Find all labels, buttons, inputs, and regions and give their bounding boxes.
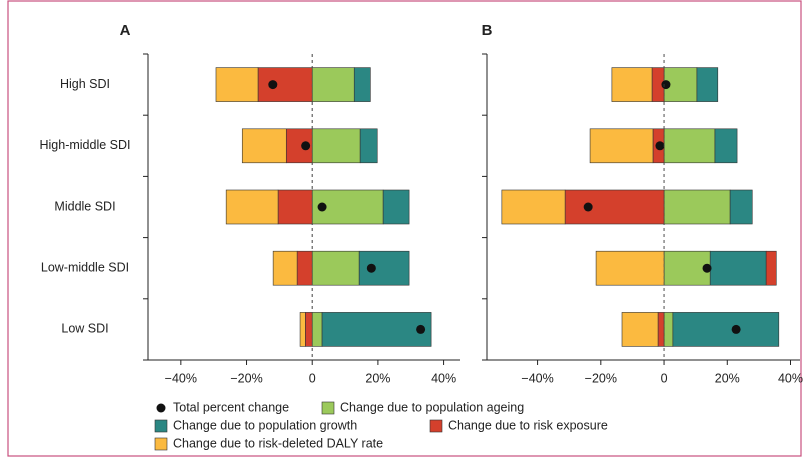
bar-segment: [305, 312, 313, 347]
total-dot: [416, 324, 426, 334]
bar-segment: [296, 250, 313, 286]
bar-segment: [277, 189, 313, 225]
legend-label: Change due to population growth: [173, 418, 357, 432]
bar-segment: [663, 250, 711, 286]
bar-segment: [657, 312, 665, 347]
bar-segment: [663, 128, 716, 164]
total-dot: [366, 263, 376, 273]
bar-segment: [611, 67, 653, 102]
legend-swatch: [154, 419, 168, 433]
legend-dot: [156, 403, 166, 413]
x-tick-label: 40%: [778, 371, 803, 385]
legend-label: Change due to population ageing: [340, 400, 524, 414]
category-label: Low-middle SDI: [41, 260, 129, 274]
legend-label: Change due to risk-deleted DALY rate: [173, 436, 383, 450]
bar-segment: [311, 67, 355, 102]
panel-title: A: [120, 22, 131, 39]
bar-segment: [696, 67, 719, 102]
bar-segment: [272, 250, 298, 286]
bar-segment: [729, 189, 753, 225]
bar-segment: [215, 67, 259, 102]
bar-segment: [311, 250, 360, 286]
bar-segment: [382, 189, 410, 225]
bar-segment: [358, 250, 410, 286]
legend-swatch: [429, 419, 443, 433]
category-label: High-middle SDI: [39, 138, 130, 152]
x-tick-label: −40%: [165, 371, 197, 385]
bar-segment: [765, 250, 777, 286]
bar-segment: [589, 128, 654, 164]
total-dot: [702, 263, 712, 273]
bar-segment: [663, 189, 731, 225]
category-label: Low SDI: [61, 322, 108, 336]
bar-segment: [709, 250, 767, 286]
legend-swatch: [154, 437, 168, 451]
x-tick-label: 40%: [431, 371, 456, 385]
x-tick-label: 0: [661, 371, 668, 385]
frame: [7, 0, 802, 457]
bar-segment: [359, 128, 378, 164]
bar-segment: [241, 128, 287, 164]
bar-segment: [663, 312, 674, 347]
legend-label: Total percent change: [173, 400, 289, 414]
bar-segment: [621, 312, 659, 347]
x-tick-label: 20%: [715, 371, 740, 385]
total-dot: [583, 202, 593, 212]
x-tick-label: −20%: [230, 371, 262, 385]
x-tick-label: −20%: [585, 371, 617, 385]
x-tick-label: 20%: [365, 371, 390, 385]
bar-segment: [225, 189, 279, 225]
bar-segment: [714, 128, 738, 164]
bar-segment: [321, 312, 432, 347]
bar-segment: [299, 312, 306, 347]
legend-label: Change due to risk exposure: [448, 418, 608, 432]
total-dot: [268, 80, 278, 90]
legend-swatch: [321, 401, 335, 415]
bar-segment: [595, 250, 665, 286]
bar-segment: [311, 128, 361, 164]
bar-segment: [311, 312, 323, 347]
x-tick-label: 0: [309, 371, 316, 385]
total-dot: [317, 202, 327, 212]
total-dot: [655, 141, 665, 151]
total-dot: [731, 324, 741, 334]
x-tick-label: −40%: [521, 371, 553, 385]
category-label: High SDI: [60, 77, 110, 91]
bar-segment: [672, 312, 780, 347]
bar-segment: [257, 67, 313, 102]
bar-segment: [353, 67, 371, 102]
total-dot: [661, 80, 671, 90]
total-dot: [301, 141, 311, 151]
bar-segment: [564, 189, 665, 225]
category-label: Middle SDI: [54, 199, 115, 213]
bar-segment: [501, 189, 566, 225]
panel-title: B: [482, 22, 493, 39]
